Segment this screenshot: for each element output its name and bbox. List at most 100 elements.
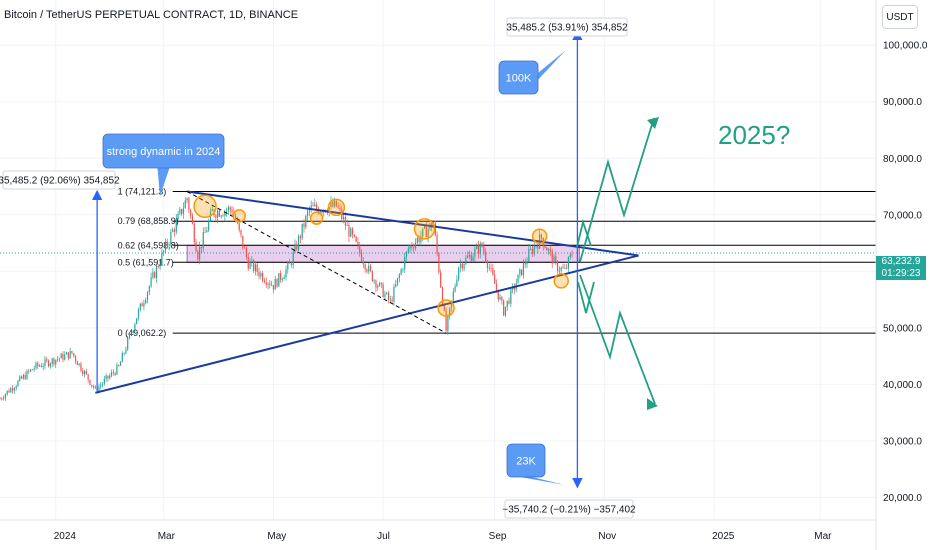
candle-body — [459, 263, 462, 268]
x-tick-label: 2024 — [54, 531, 77, 542]
candle-body — [58, 358, 60, 360]
candle-body — [438, 253, 440, 273]
fib-level-label: 0.5 (61,591.7) — [118, 257, 174, 267]
candle-body — [321, 211, 323, 213]
candle-body — [476, 245, 478, 249]
bull-projection — [579, 117, 655, 263]
candle-body — [159, 264, 161, 268]
candle-body — [333, 200, 336, 207]
callout-100k-box — [498, 60, 539, 95]
candle-body — [101, 383, 104, 386]
candle-body — [508, 300, 510, 304]
y-tick-label: 30,000.0 — [883, 436, 922, 447]
candle-body — [272, 285, 275, 290]
candle-body — [40, 365, 42, 367]
candle-body — [548, 249, 550, 251]
candle-body — [519, 269, 521, 275]
measure-top-label: 35,485.2 (53.91%) 354,852 — [506, 23, 628, 34]
candle-body — [188, 198, 190, 210]
candle-body — [436, 235, 438, 254]
candle-body — [231, 209, 233, 213]
candle-body — [364, 264, 366, 270]
drawings: 35,485.2 (53.91%) 354,852 35,485.2 (92.06… — [0, 17, 790, 519]
candle-body — [562, 267, 564, 269]
candle-body — [109, 375, 111, 379]
candle-body — [177, 213, 179, 220]
candle-body — [537, 246, 539, 249]
candle-body — [56, 359, 59, 360]
candle-body — [94, 386, 96, 388]
candle-body — [312, 205, 314, 207]
candle-body — [98, 386, 100, 392]
candle-body — [337, 206, 339, 208]
candle-body — [530, 248, 532, 250]
x-tick-label: 2025 — [712, 531, 735, 542]
candle-body — [44, 359, 46, 367]
candle-body — [269, 283, 271, 286]
candle-body — [290, 263, 293, 266]
candle-body — [49, 363, 51, 367]
candle-body — [37, 362, 39, 367]
candle-body — [384, 293, 386, 297]
candle-body — [305, 215, 307, 228]
candle-body — [472, 256, 474, 261]
callout-23k: 23K — [516, 456, 536, 468]
candle-body — [492, 267, 494, 275]
candle-body — [245, 248, 248, 257]
candle-body — [173, 229, 176, 232]
candle-body — [65, 352, 68, 355]
candle-body — [262, 273, 264, 281]
candle-body — [6, 390, 8, 395]
candle-body — [127, 338, 129, 350]
candle-body — [240, 229, 242, 236]
currency-selector[interactable]: USDT — [882, 5, 918, 29]
candle-body — [33, 368, 35, 370]
candle-body — [540, 234, 543, 238]
candle-body — [146, 292, 149, 300]
candle-body — [157, 266, 159, 268]
pivot-circle — [309, 211, 324, 225]
candle-body — [461, 263, 463, 269]
countdown-tag: 01:29:23 — [876, 268, 926, 280]
candle-body — [332, 202, 334, 207]
candle-body — [172, 229, 174, 232]
candle-body — [396, 277, 399, 285]
candle-body — [179, 209, 181, 214]
pivot-circle — [193, 194, 217, 219]
candle-body — [19, 376, 21, 381]
candle-body — [555, 256, 557, 262]
candle-body — [407, 248, 409, 252]
candle-body — [342, 217, 345, 220]
candle-body — [154, 272, 156, 278]
candle-body — [506, 300, 508, 307]
candle-body — [267, 283, 269, 285]
candle-body — [533, 246, 535, 254]
candle-body — [450, 300, 453, 308]
candle-body — [83, 371, 86, 375]
x-tick-label: Mar — [158, 531, 176, 542]
candle-body — [368, 265, 370, 272]
candle-body — [422, 228, 424, 237]
candle-body — [35, 362, 37, 369]
candle-body — [242, 235, 244, 248]
candle-body — [521, 269, 523, 276]
callout-100k: 100K — [506, 73, 532, 85]
candle-body — [299, 236, 301, 239]
candle-body — [420, 236, 422, 243]
candle-body — [294, 244, 296, 253]
candle-body — [229, 207, 231, 210]
candle-body — [28, 370, 30, 372]
candle-body — [2, 398, 5, 400]
candle-body — [238, 223, 240, 230]
candle-body — [20, 376, 23, 379]
candle-body — [558, 270, 561, 272]
candle-body — [263, 280, 266, 283]
candle-body — [339, 207, 341, 210]
candle-body — [467, 256, 469, 258]
candle-body — [125, 349, 127, 354]
candle-body — [31, 369, 33, 371]
candle-body — [353, 234, 355, 237]
candle-body — [73, 353, 75, 357]
candle-body — [141, 303, 143, 307]
